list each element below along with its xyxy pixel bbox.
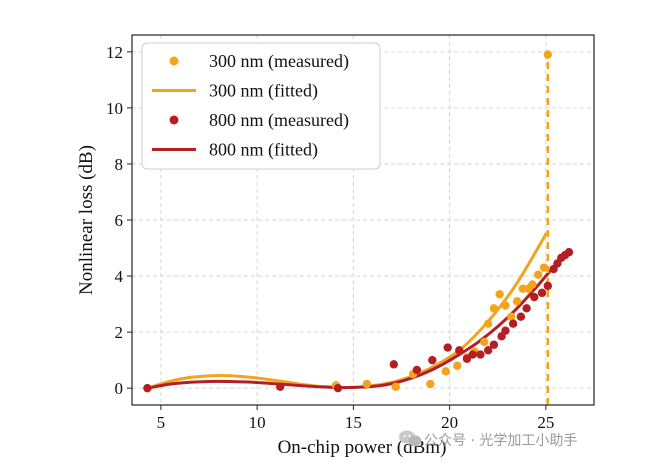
legend-label: 800 nm (measured) — [209, 110, 349, 131]
800-nm-measured-point — [489, 340, 499, 349]
300-nm-measured-point — [528, 280, 537, 289]
800-nm-measured-point — [516, 312, 526, 321]
x-tick-label: 15 — [345, 413, 362, 432]
x-tick-label: 5 — [157, 413, 166, 432]
series-layer — [143, 50, 574, 405]
legend-entry: 800 nm (fitted) — [152, 140, 318, 161]
axis-ticks: 5 10 15 20 25 0 2 4 6 8 10 12 — [106, 43, 554, 432]
800-nm-measured-point — [389, 360, 398, 369]
x-tick-label: 25 — [537, 413, 554, 432]
300-nm-measured-point — [495, 290, 504, 299]
legend-entry: 800 nm (measured) — [169, 110, 349, 131]
300-nm-measured-point — [501, 301, 510, 310]
800-nm-fitted-curve — [145, 250, 571, 390]
y-tick-label: 10 — [106, 99, 123, 118]
300-nm-measured-point — [441, 367, 450, 376]
watermark: 公众号 · 光学加工小助手 — [399, 430, 577, 449]
300-nm-measured-point — [539, 263, 549, 272]
legend-label: 300 nm (fitted) — [209, 81, 318, 102]
800-nm-measured-point — [501, 326, 510, 335]
y-tick-label: 2 — [115, 323, 124, 342]
y-tick-label: 6 — [115, 211, 124, 230]
300-nm-measured-point — [507, 312, 516, 321]
800-nm-measured-point — [455, 346, 464, 355]
300-nm-measured-point — [362, 379, 372, 389]
800-nm-measured-point — [483, 346, 493, 355]
800-nm-measured-point — [530, 292, 539, 302]
x-tick-label: 10 — [249, 413, 266, 432]
300-nm-measured-point — [518, 284, 527, 293]
legend-marker-dot — [169, 115, 179, 125]
800-nm-measured-point — [143, 383, 152, 393]
800-nm-measured-point — [564, 248, 574, 257]
800-nm-measured-point — [276, 382, 285, 391]
300-nm-measured-point — [512, 297, 522, 306]
legend-entry: 300 nm (fitted) — [152, 81, 318, 102]
legend-marker-dot — [169, 56, 179, 66]
800-nm-measured-point — [543, 281, 552, 291]
300-nm-measured-point — [543, 50, 552, 59]
300-nm-measured-point — [489, 304, 499, 313]
800-nm-measured-point — [443, 343, 452, 352]
300-nm-measured-point — [480, 337, 489, 347]
legend-entry: 300 nm (measured) — [169, 51, 349, 72]
300-nm-measured-point — [533, 270, 543, 279]
legend-label: 300 nm (measured) — [209, 51, 349, 72]
300-nm-measured-point — [453, 361, 462, 370]
wechat-icon — [399, 430, 422, 447]
300-nm-measured-point — [483, 319, 493, 328]
300-nm-measured-point — [391, 382, 400, 391]
y-tick-label: 4 — [115, 267, 124, 286]
y-tick-label: 8 — [115, 155, 124, 174]
800-nm-measured-point — [412, 365, 422, 375]
watermark-text: 公众号 · 光学加工小助手 — [424, 433, 577, 449]
y-axis-label: Nonlinear loss (dB) — [76, 145, 97, 295]
300-nm-measured-point — [426, 379, 435, 389]
800-nm-measured-point — [462, 354, 472, 363]
800-nm-measured-point — [476, 350, 485, 359]
800-nm-measured-point — [537, 288, 547, 298]
legend-label: 800 nm (fitted) — [209, 140, 318, 161]
800-nm-measured-point — [468, 350, 477, 359]
800-nm-measured-point — [428, 355, 437, 365]
y-tick-label: 12 — [106, 43, 123, 62]
800-nm-measured-point — [333, 383, 343, 393]
y-tick-label: 0 — [115, 379, 124, 398]
x-tick-label: 20 — [441, 413, 458, 432]
800-nm-measured-point — [522, 304, 531, 313]
800-nm-measured-point — [508, 319, 518, 328]
legend: 300 nm (measured) 300 nm (fitted) 800 nm (… — [141, 42, 381, 170]
300-nm-fitted-curve — [145, 232, 548, 390]
legend-box — [141, 42, 381, 170]
